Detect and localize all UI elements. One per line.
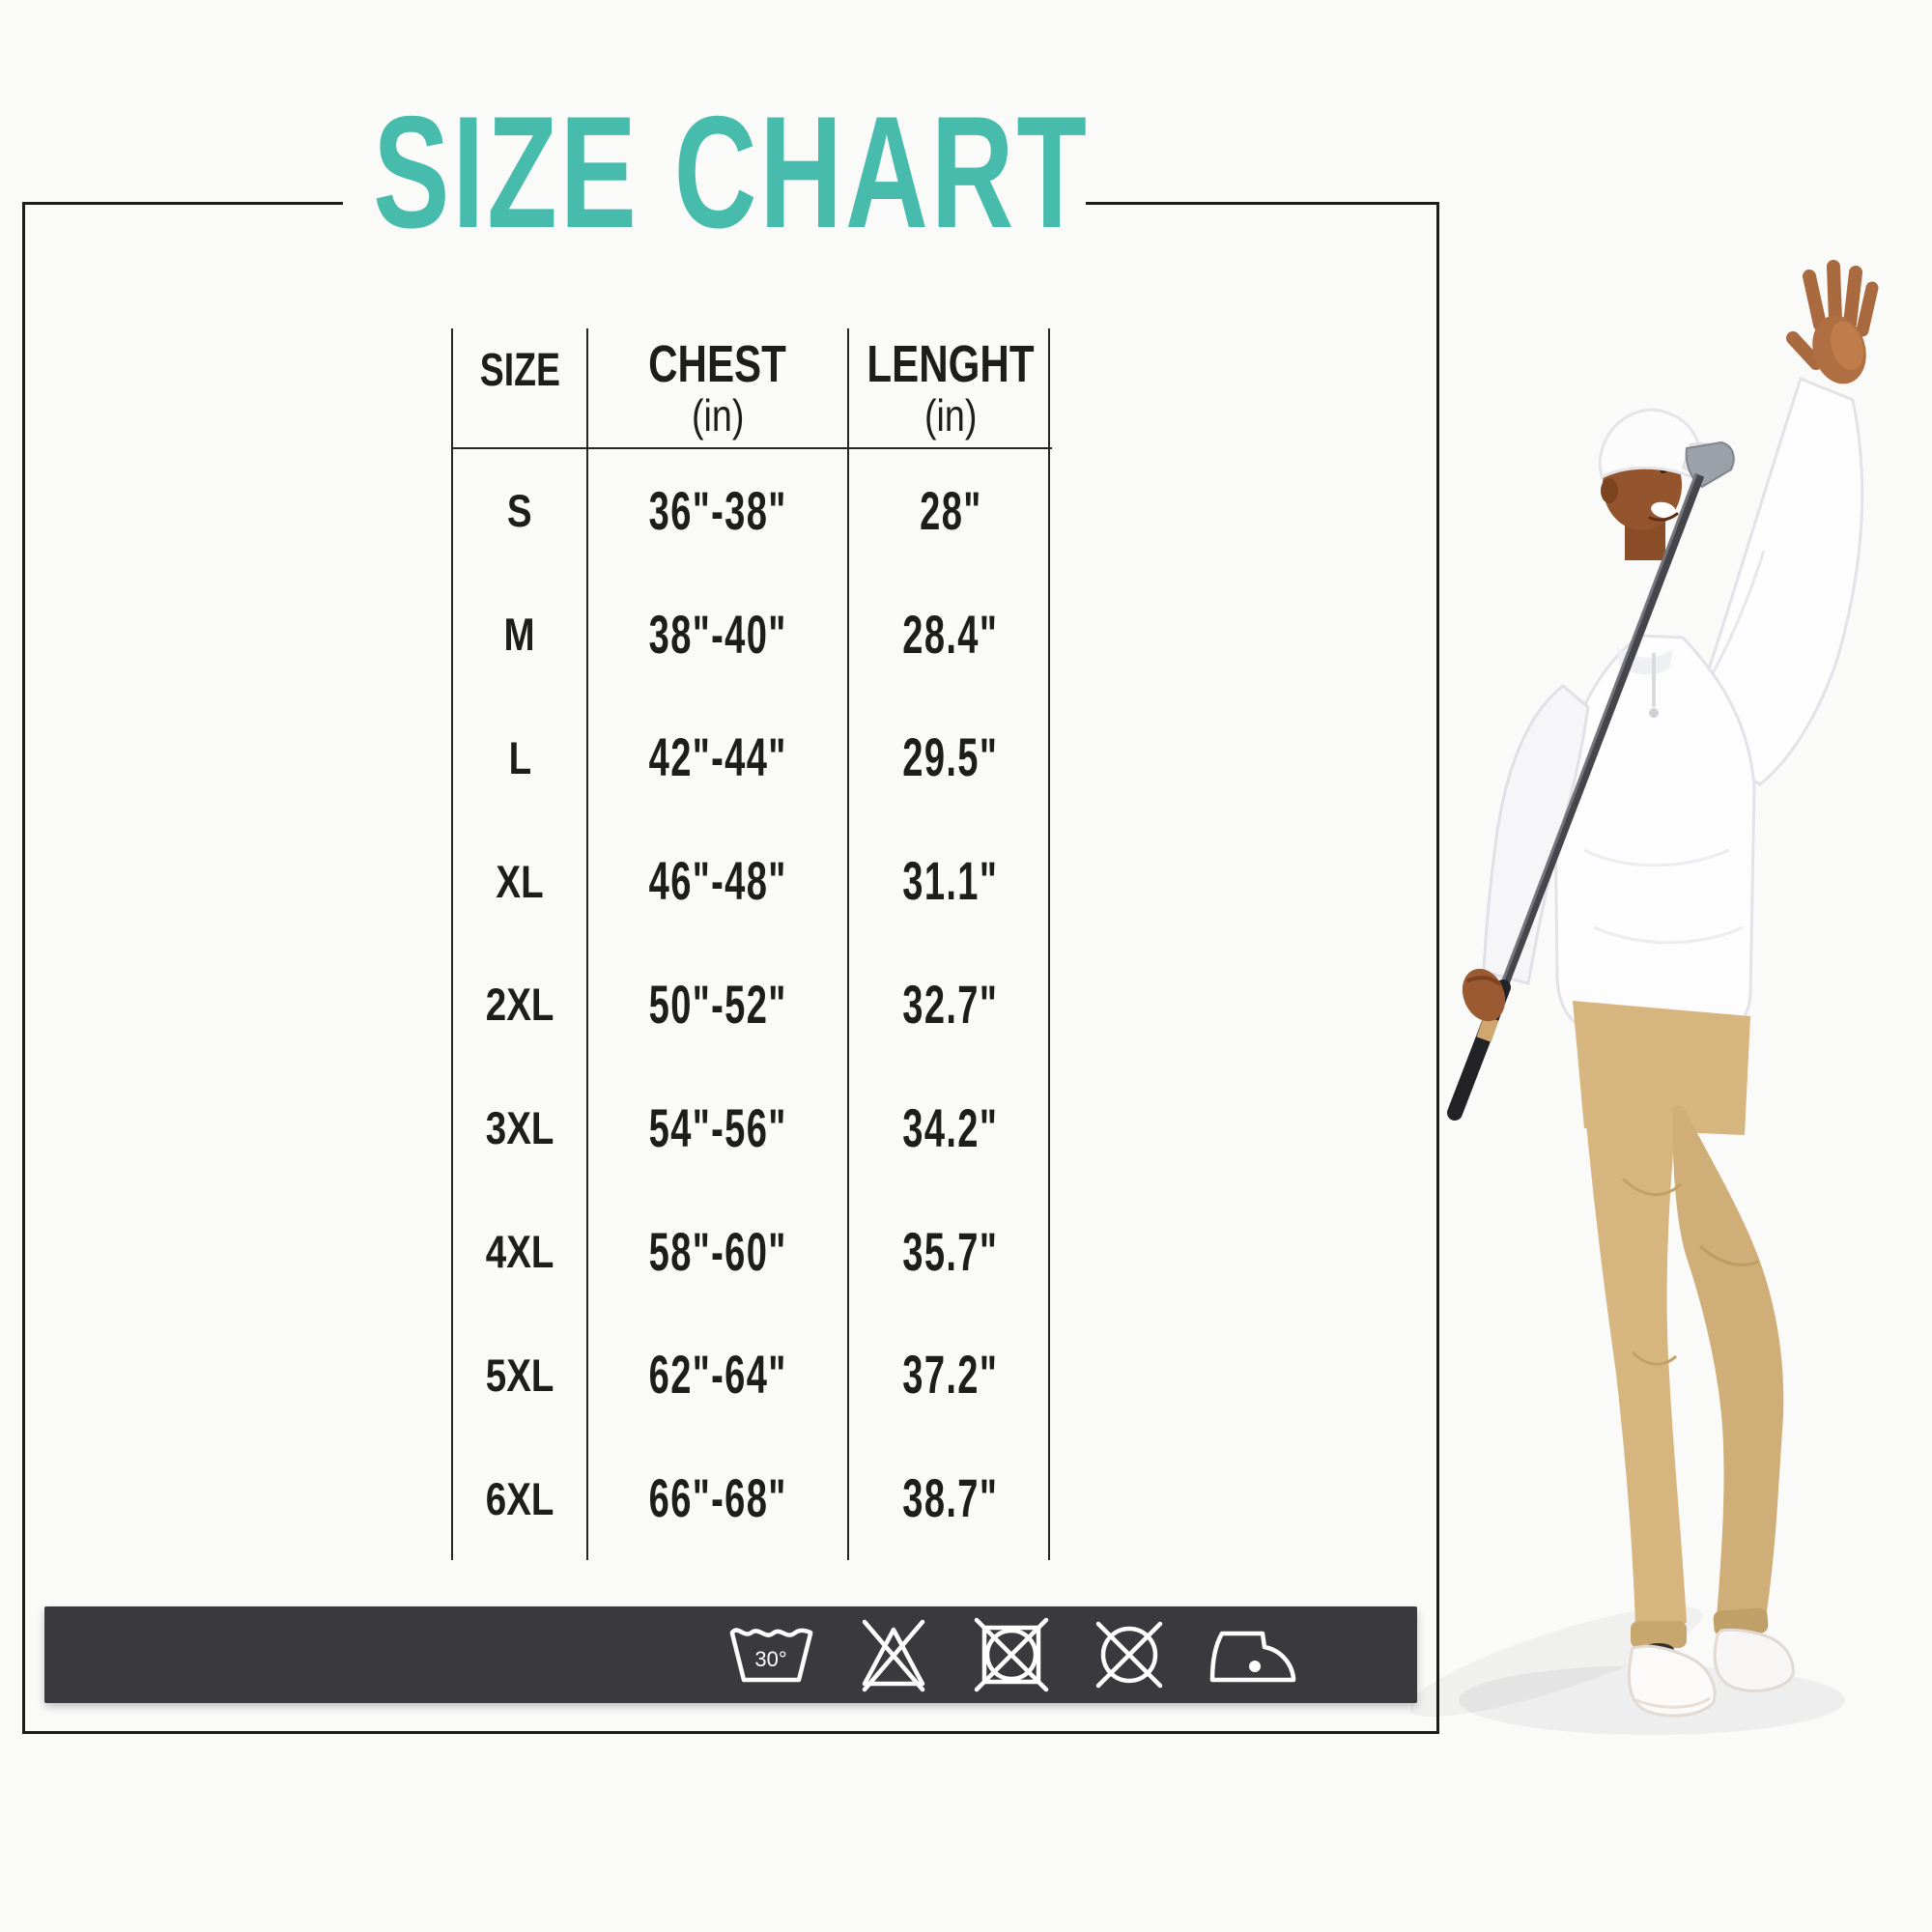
size-value: 5XL (485, 1349, 554, 1401)
chest-cell: 58"-60" (588, 1189, 849, 1314)
length-cell: 29.5" (849, 696, 1052, 820)
chest-value: 36"-38" (648, 479, 787, 541)
outer-frame (22, 202, 1439, 1734)
length-cell: 31.1" (849, 819, 1052, 943)
size-value: 3XL (485, 1102, 554, 1154)
table-header-chest: CHEST (in) (588, 328, 849, 449)
rear-leg (1672, 1106, 1784, 1625)
chest-cell: 50"-52" (588, 943, 849, 1066)
chest-value: 46"-48" (648, 850, 787, 912)
front-shoe (1627, 1644, 1717, 1718)
page-title: SIZE CHART (22, 93, 1439, 252)
size-cell: M (453, 572, 588, 696)
size-cell: XL (453, 819, 588, 944)
frame-top-line-left (22, 202, 343, 205)
size-value: L (508, 731, 531, 783)
length-cell: 37.2" (849, 1313, 1052, 1436)
length-value: 35.7" (902, 1220, 999, 1282)
size-table: SIZE CHEST (in) LENGHT (in) S 36"-38" 28" M… (451, 328, 1052, 1560)
chest-value: 62"-64" (648, 1344, 787, 1406)
care-instructions-bar: 30° (44, 1606, 1417, 1703)
chest-cell: 38"-40" (588, 572, 849, 696)
table-header-length-label: LENGHT (867, 335, 1035, 393)
iron-low-heat-icon (1209, 1631, 1296, 1683)
front-cuff (1631, 1621, 1687, 1648)
size-value: 4XL (485, 1226, 554, 1278)
length-value: 29.5" (902, 726, 999, 788)
do-not-dry-clean-icon (1095, 1621, 1163, 1689)
size-cell: 6XL (453, 1436, 588, 1560)
wash-temp-label: 30° (754, 1647, 786, 1671)
smile (1651, 501, 1676, 519)
chest-cell: 46"-48" (588, 819, 849, 944)
size-value: 6XL (485, 1472, 554, 1524)
length-value: 38.7" (902, 1467, 999, 1529)
chest-cell: 62"-64" (588, 1313, 849, 1437)
size-cell: 5XL (453, 1313, 588, 1437)
length-value: 28.4" (902, 603, 999, 665)
front-leg (1584, 1101, 1687, 1627)
size-value: M (503, 609, 536, 661)
model-photo (1410, 260, 1879, 1735)
chest-cell: 66"-68" (588, 1436, 849, 1560)
length-cell: 38.7" (849, 1436, 1052, 1560)
chest-cell: 42"-44" (588, 696, 849, 820)
length-cell: 32.7" (849, 943, 1052, 1066)
chest-value: 42"-44" (648, 726, 787, 788)
table-header-length: LENGHT (in) (849, 328, 1052, 449)
length-value: 28" (919, 479, 982, 541)
length-value: 31.1" (902, 850, 999, 912)
collar (1617, 647, 1673, 675)
do-not-bleach-icon (862, 1619, 925, 1692)
length-cell: 28.4" (849, 573, 1052, 696)
length-value: 32.7" (902, 973, 999, 1035)
raised-arm-sleeve (1683, 377, 1864, 786)
cap (1598, 408, 1702, 480)
chest-cell: 36"-38" (588, 449, 849, 573)
size-cell: 3XL (453, 1065, 588, 1190)
length-cell: 28" (849, 449, 1052, 573)
size-cell: 2XL (453, 943, 588, 1066)
rear-shoe (1713, 1628, 1795, 1692)
chest-value: 66"-68" (648, 1467, 787, 1529)
waving-hand (1786, 260, 1879, 384)
length-cell: 34.2" (849, 1066, 1052, 1190)
size-value: XL (496, 855, 544, 907)
chest-value: 50"-52" (648, 973, 787, 1035)
do-not-tumble-dry-icon (974, 1617, 1049, 1692)
size-value: S (507, 485, 532, 537)
table-header-chest-label: CHEST (648, 335, 787, 393)
size-cell: S (453, 449, 588, 573)
chest-value: 58"-60" (648, 1220, 787, 1282)
length-value: 37.2" (902, 1344, 999, 1406)
table-header-length-unit: (in) (923, 390, 978, 440)
club-shaft (1488, 473, 1705, 1018)
pants (1573, 1001, 1784, 1648)
ear (1601, 478, 1618, 503)
length-value: 34.2" (902, 1096, 999, 1158)
size-cell: L (453, 696, 588, 820)
grip-band (1476, 1015, 1499, 1042)
frame-top-line-right (1086, 202, 1439, 205)
chest-value: 38"-40" (648, 603, 787, 665)
page-title-text: SIZE CHART (372, 83, 1090, 261)
length-cell: 35.7" (849, 1190, 1052, 1314)
size-cell: 4XL (453, 1189, 588, 1314)
chest-value: 54"-56" (648, 1096, 787, 1158)
chest-cell: 54"-56" (588, 1065, 849, 1190)
table-header-size-label: SIZE (479, 345, 560, 396)
size-value: 2XL (485, 979, 554, 1031)
machine-wash-30-icon: 30° (729, 1628, 813, 1683)
table-header-size: SIZE (453, 328, 588, 449)
table-header-chest-unit: (in) (691, 390, 745, 440)
